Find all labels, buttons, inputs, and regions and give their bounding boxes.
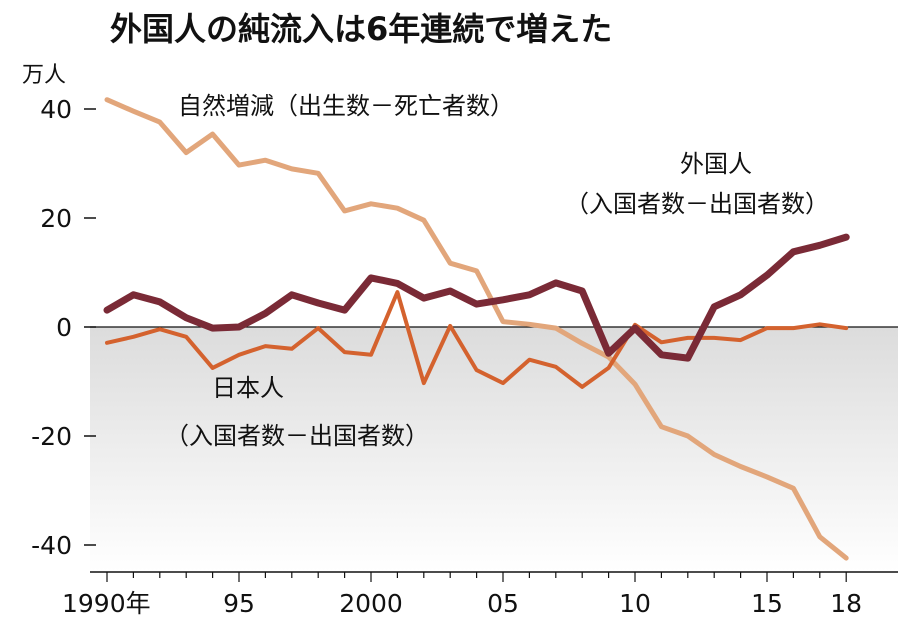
x-tick-label: 1990年 (62, 589, 151, 618)
y-tick-label: 40 (40, 95, 72, 124)
series-label-natural: 自然増減（出生数－死亡者数） (178, 92, 514, 120)
y-tick-label: 20 (40, 204, 72, 233)
y-axis-unit: 万人 (22, 63, 66, 88)
x-tick-label: 05 (487, 589, 519, 618)
series-sublabel-japanese: （入国者数－出国者数） (165, 422, 429, 450)
x-tick-label: 18 (830, 589, 862, 618)
series-sublabel-foreign: （入国者数－出国者数） (565, 190, 829, 218)
x-tick-label: 10 (619, 589, 651, 618)
chart-title: 外国人の純流入は6年連続で増えた (110, 10, 612, 48)
y-tick-label: -20 (31, 422, 72, 451)
series-label-foreign: 外国人 (680, 150, 752, 178)
series-label-japanese: 日本人 (212, 374, 284, 402)
x-tick-label: 2000 (339, 589, 403, 618)
x-tick-label: 95 (223, 589, 255, 618)
y-tick-label: 0 (56, 313, 72, 342)
x-tick-label: 15 (751, 589, 783, 618)
negative-region (90, 327, 898, 572)
y-tick-label: -40 (31, 531, 72, 560)
